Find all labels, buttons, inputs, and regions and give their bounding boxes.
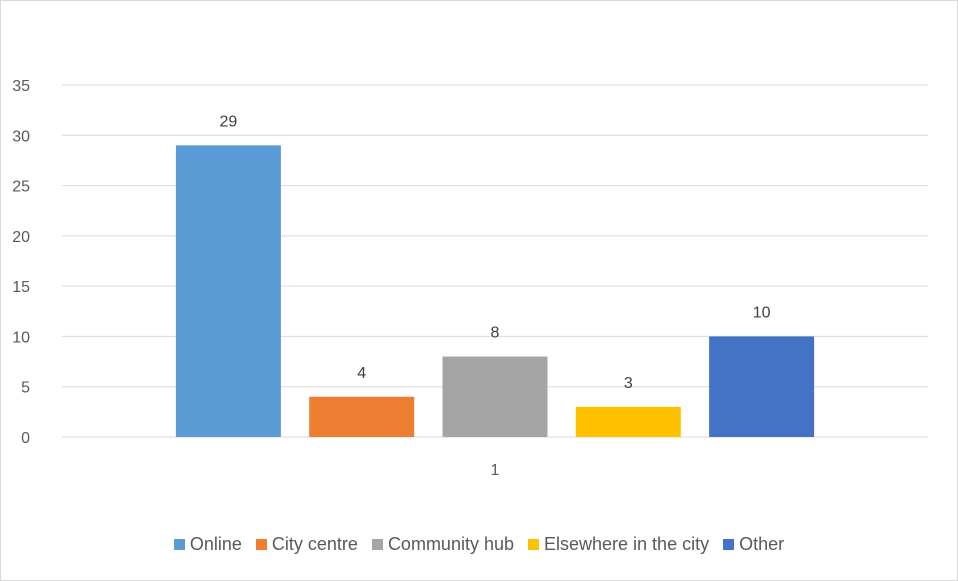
x-axis-tick-labels: 1 [491, 462, 500, 479]
y-tick-label: 0 [21, 430, 30, 447]
legend-label: City centre [271, 534, 358, 554]
legend-item-city-centre: City centre [255, 534, 358, 555]
bar-elsewhere-in-the-city [575, 406, 681, 437]
y-tick-label: 25 [12, 179, 30, 196]
legend-swatch [255, 539, 267, 550]
y-axis-tick-labels: 0 5 10 15 20 25 30 35 [12, 78, 30, 447]
bar-chart: 0 5 10 15 20 25 30 35 29 4 8 3 10 1 [12, 78, 928, 479]
legend-item-community-hub: Community hub [371, 534, 514, 555]
legend-label: Other [739, 534, 785, 554]
y-tick-label: 35 [12, 78, 30, 95]
legend-label: Online [189, 534, 242, 554]
legend-swatch [371, 539, 383, 550]
bar-city-centre [309, 396, 415, 437]
legend-item-other: Other [723, 534, 784, 555]
y-tick-label: 30 [12, 128, 30, 145]
legend-label: Community hub [387, 534, 514, 554]
legend-swatch [723, 539, 735, 550]
y-tick-label: 15 [12, 279, 30, 296]
legend-label: Elsewhere in the city [544, 534, 710, 554]
x-tick-label: 1 [491, 462, 500, 479]
y-tick-label: 5 [21, 380, 30, 397]
bars [175, 145, 815, 438]
y-tick-label: 20 [12, 229, 30, 246]
data-label-city-centre: 4 [357, 365, 366, 382]
data-label-other: 10 [753, 304, 771, 321]
bar-online [175, 145, 281, 438]
data-label-online: 29 [220, 113, 238, 130]
y-tick-label: 10 [12, 329, 30, 346]
legend-item-elsewhere-in-the-city: Elsewhere in the city [528, 534, 709, 555]
bar-community-hub [442, 356, 548, 437]
legend-swatch [528, 539, 539, 550]
bar-other [709, 336, 815, 437]
data-labels: 29 4 8 3 10 [220, 113, 771, 391]
legend-swatch [173, 539, 185, 550]
data-label-community-hub: 8 [491, 325, 500, 342]
data-label-elsewhere-in-the-city: 3 [624, 375, 633, 392]
legend-item-online: Online [173, 534, 242, 555]
legend: Online City centre Community hub Elsewhere … [0, 534, 958, 555]
